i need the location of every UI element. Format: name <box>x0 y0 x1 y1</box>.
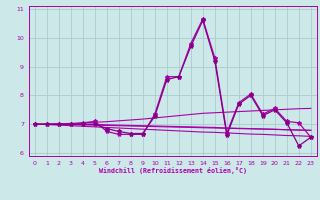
X-axis label: Windchill (Refroidissement éolien,°C): Windchill (Refroidissement éolien,°C) <box>99 167 247 174</box>
